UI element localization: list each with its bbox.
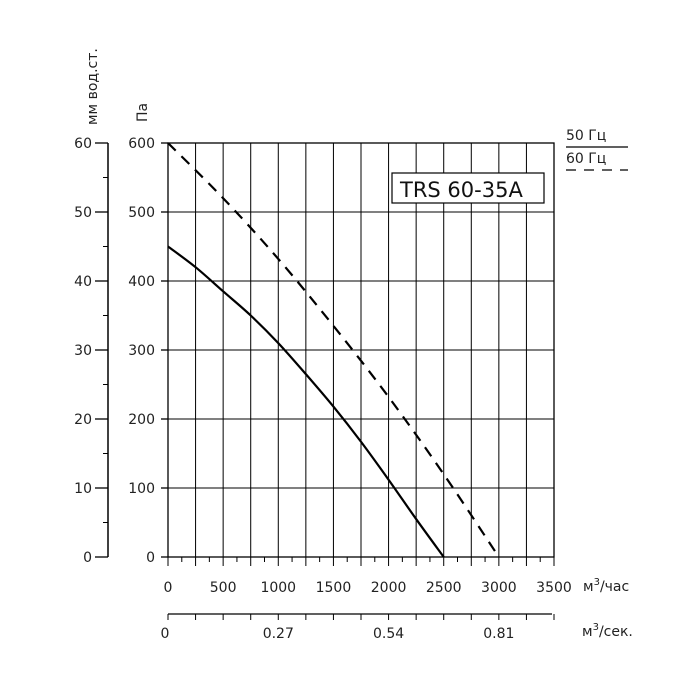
mm-axis-title: мм вод.ст. (85, 48, 101, 125)
pa-axis-title: Па (135, 103, 151, 122)
legend-60hz-label: 60 Гц (566, 151, 606, 167)
x-axis-minor-ticks (167, 557, 555, 566)
x-tick-label: 0 (164, 580, 173, 596)
performance-curves (167, 142, 500, 558)
mm-tick-label: 60 (74, 136, 92, 152)
m3s-tick-label: 0.81 (483, 626, 514, 642)
pa-tick-label: 500 (128, 205, 155, 221)
x-tick-label: 500 (210, 580, 237, 596)
x-tick-label: 2000 (371, 580, 407, 596)
x-tick-label: 2500 (426, 580, 462, 596)
model-label: TRS 60-35A (399, 178, 523, 202)
curve-60hz (167, 142, 500, 558)
x-axis-m3s-ticks (167, 614, 555, 620)
curve-50hz (167, 245, 445, 558)
legend-50hz-label: 50 Гц (566, 128, 606, 144)
pa-axis-ticks: 0 100 200 300 400 500 600 (128, 136, 168, 566)
x-tick-label: 1000 (260, 580, 296, 596)
legend: 50 Гц 60 Гц (566, 128, 628, 171)
mm-tick-label: 40 (74, 274, 92, 290)
x-tick-label: 3500 (536, 580, 572, 596)
mm-water-column-axis: 0 10 20 30 40 50 60 мм вод.ст. (74, 48, 109, 566)
mm-axis-ticks: 0 10 20 30 40 50 60 (74, 136, 108, 566)
x-axis-m3s-tick-labels: 0 0.27 0.54 0.81 (161, 626, 515, 642)
mm-tick-label: 30 (74, 343, 92, 359)
pa-tick-label: 600 (128, 136, 155, 152)
x-tick-label: 1500 (316, 580, 352, 596)
x-axis-m3h-tick-labels: 0 500 1000 1500 2000 2500 3000 3500 (164, 580, 572, 596)
m3s-tick-label: 0.27 (263, 626, 294, 642)
mm-tick-label: 20 (74, 412, 92, 428)
mm-tick-label: 10 (74, 481, 92, 497)
chart-grid (168, 143, 554, 557)
m3s-tick-label: 0.54 (373, 626, 404, 642)
x-axis-m3s: 0 0.27 0.54 0.81 м3/сек. (161, 613, 633, 642)
mm-tick-label: 50 (74, 205, 92, 221)
model-label-box: TRS 60-35A (391, 172, 545, 204)
m3s-tick-label: 0 (161, 626, 170, 642)
mm-tick-label: 0 (83, 550, 92, 566)
x-axis-m3h-title: м3/час (583, 577, 629, 595)
pa-tick-label: 200 (128, 412, 155, 428)
pa-tick-label: 300 (128, 343, 155, 359)
pa-tick-label: 100 (128, 481, 155, 497)
pa-tick-label: 400 (128, 274, 155, 290)
x-axis-m3s-title: м3/сек. (582, 622, 633, 640)
pa-tick-label: 0 (146, 550, 155, 566)
x-tick-label: 3000 (481, 580, 517, 596)
